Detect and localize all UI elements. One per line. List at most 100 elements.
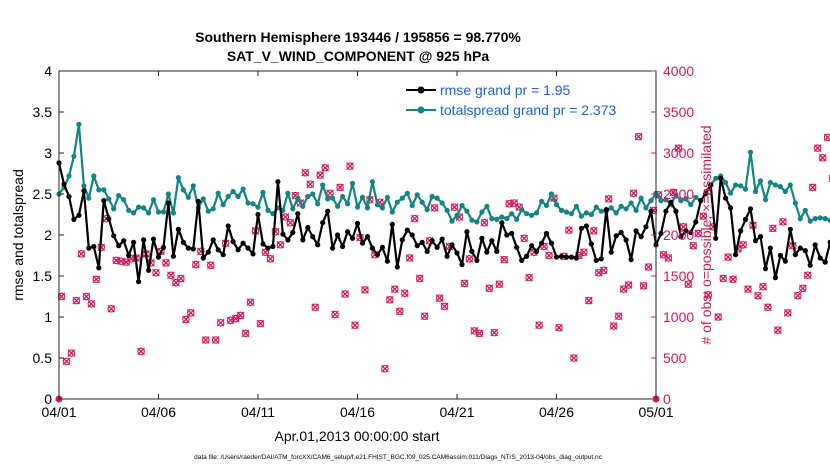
rmse-point <box>101 198 106 203</box>
rmse-point <box>81 188 86 193</box>
rmse-point <box>778 253 783 258</box>
rmse-point <box>221 252 226 257</box>
totalspread-point <box>499 214 504 219</box>
totalspread-point <box>564 209 569 214</box>
totalspread-point <box>449 219 454 224</box>
totalspread-point <box>380 205 385 210</box>
totalspread-point <box>464 209 469 214</box>
totalspread-point <box>121 197 126 202</box>
totalspread-point <box>818 215 823 220</box>
y-right-tick-label: 3500 <box>663 104 694 120</box>
rmse-point <box>270 244 275 249</box>
totalspread-point <box>345 201 350 206</box>
totalspread-point <box>435 196 440 201</box>
totalspread-point <box>808 219 813 224</box>
rmse-point <box>643 224 648 229</box>
rmse-point <box>738 228 743 233</box>
totalspread-point <box>255 205 260 210</box>
rmse-point <box>76 213 81 218</box>
rmse-point <box>365 234 370 239</box>
rmse-point <box>260 241 265 246</box>
rmse-point <box>639 234 644 239</box>
x-tick-label: 04/11 <box>241 404 275 420</box>
rmse-point <box>559 254 564 259</box>
rmse-point <box>96 265 101 270</box>
totalspread-point <box>584 210 589 215</box>
totalspread-point <box>260 190 265 195</box>
y-left-tick-label: 4 <box>44 63 52 79</box>
totalspread-point <box>783 189 788 194</box>
totalspread-point <box>643 205 648 210</box>
totalspread-point <box>66 173 71 178</box>
rmse-point <box>131 240 136 245</box>
rmse-point <box>146 268 151 273</box>
rmse-point <box>395 264 400 269</box>
rmse-point <box>161 245 166 250</box>
rmse-point <box>171 254 176 259</box>
totalspread-point <box>265 208 270 213</box>
rmse-point <box>405 228 410 233</box>
totalspread-point <box>211 206 216 211</box>
data-file-footer: data file: /Users/raeder/DAI/ATM_forcXX/… <box>194 454 603 461</box>
rmse-point <box>325 209 330 214</box>
y-left-tick-label: 1 <box>44 309 52 325</box>
rmse-point <box>196 199 201 204</box>
rmse-point <box>469 249 474 254</box>
totalspread-point <box>813 216 818 221</box>
y-right-tick-label: 2500 <box>663 186 694 202</box>
totalspread-point <box>410 203 415 208</box>
y-left-tick-label: 3.5 <box>33 104 53 120</box>
y-left-tick-label: 1.5 <box>33 268 53 284</box>
rmse-point <box>549 241 554 246</box>
y-right-tick-label: 3000 <box>663 145 694 161</box>
rmse-point <box>335 232 340 237</box>
rmse-point <box>380 245 385 250</box>
totalspread-point <box>81 183 86 188</box>
totalspread-point <box>71 154 76 159</box>
totalspread-point <box>763 197 768 202</box>
totalspread-point <box>753 189 758 194</box>
totalspread-point <box>226 194 231 199</box>
totalspread-point <box>743 187 748 192</box>
rmse-point <box>66 194 71 199</box>
rmse-point <box>748 206 753 211</box>
rmse-point <box>111 233 116 238</box>
rmse-point <box>514 245 519 250</box>
chart-title-line2: SAT_V_WIND_COMPONENT @ 925 hPa <box>227 48 490 64</box>
rmse-point <box>763 266 768 271</box>
totalspread-point <box>494 217 499 222</box>
rmse-point <box>430 238 435 243</box>
y-axis-right-label: # of obs: o=possible; ×=assimilated <box>698 125 714 344</box>
rmse-point <box>226 223 231 228</box>
totalspread-point <box>300 204 305 209</box>
rmse-point <box>534 249 539 254</box>
totalspread-point <box>131 210 136 215</box>
totalspread-point <box>241 187 246 192</box>
totalspread-point <box>320 182 325 187</box>
totalspread-point <box>355 205 360 210</box>
y-left-tick-label: 2 <box>44 227 52 243</box>
rmse-point <box>788 227 793 232</box>
rmse-point <box>793 252 798 257</box>
rmse-point <box>544 231 549 236</box>
rmse-point <box>813 242 818 247</box>
rmse-point <box>390 222 395 227</box>
totalspread-point <box>524 211 529 216</box>
rmse-point <box>629 257 634 262</box>
rmse-point <box>574 255 579 260</box>
rmse-point <box>589 241 594 246</box>
x-tick-label: 04/26 <box>539 404 574 420</box>
rmse-point <box>181 240 186 245</box>
totalspread-point <box>529 213 534 218</box>
rmse-point <box>718 176 723 181</box>
totalspread-point <box>430 194 435 199</box>
totalspread-point <box>420 200 425 205</box>
rmse-point <box>524 254 529 259</box>
rmse-point <box>61 182 66 187</box>
rmse-point <box>599 256 604 261</box>
totalspread-point <box>231 189 236 194</box>
totalspread-point <box>728 191 733 196</box>
totalspread-point <box>534 210 539 215</box>
rmse-point <box>330 246 335 251</box>
